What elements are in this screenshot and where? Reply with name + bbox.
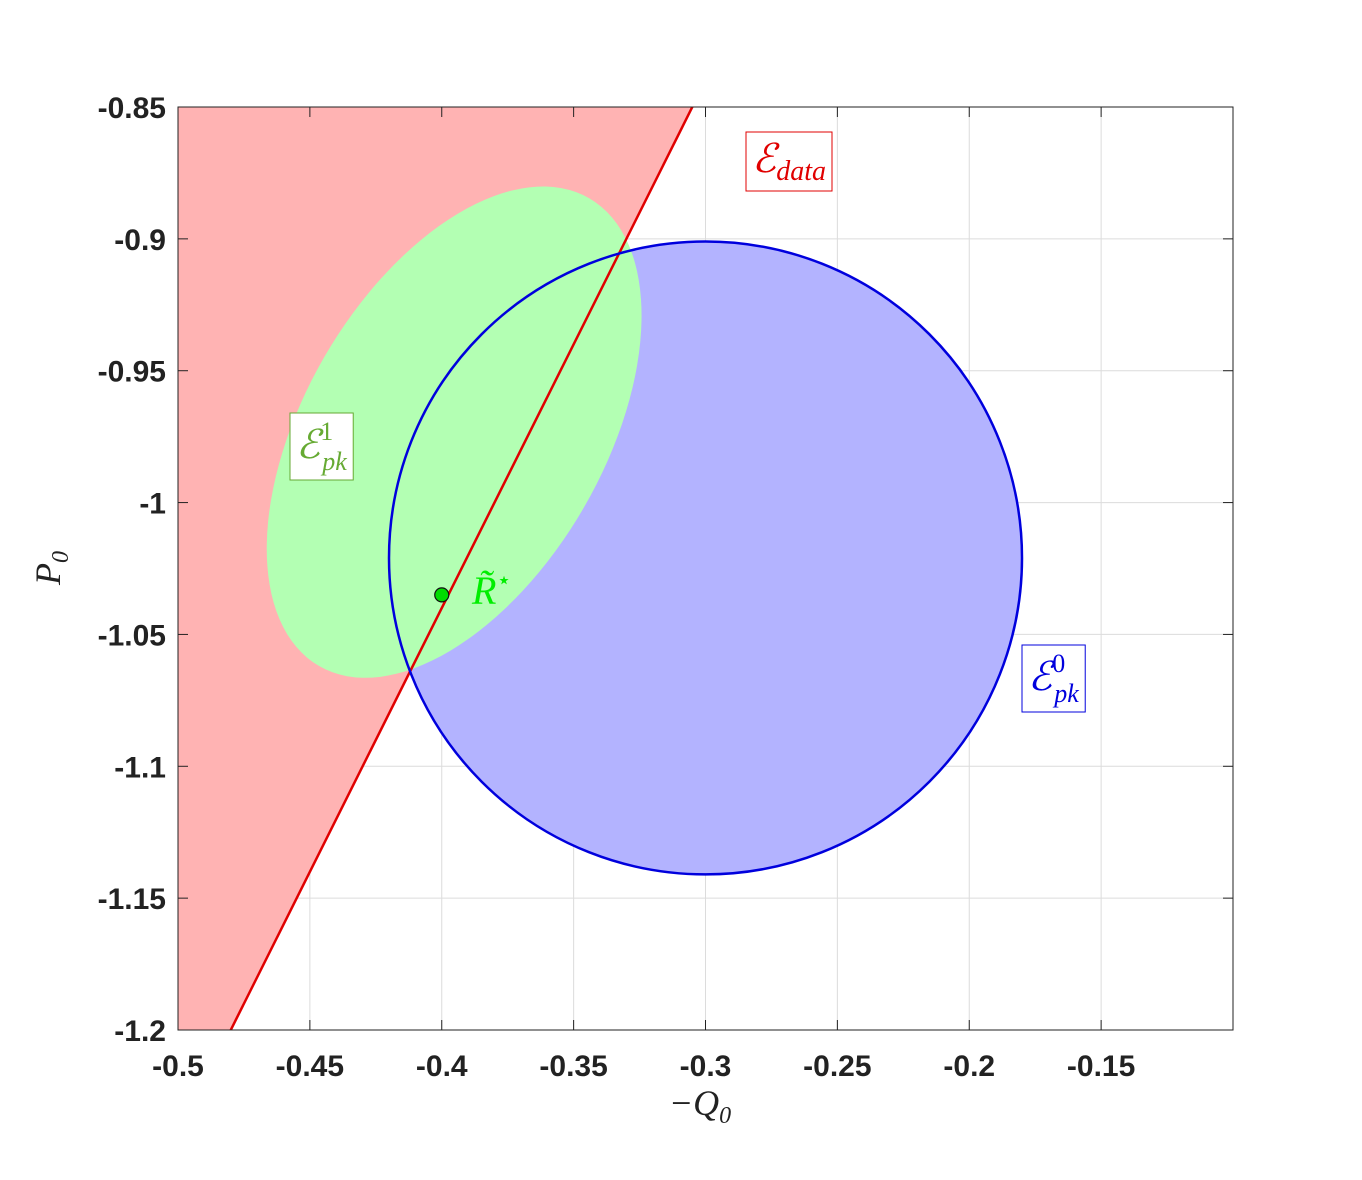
x-label-sub: 0 [719,1103,731,1129]
annotation-base: ℰ [296,422,324,467]
y-tick-label: -1.15 [98,883,166,916]
annotation-sup: 1 [320,417,333,446]
plot-area [178,107,1024,1030]
x-tick-label: -0.4 [416,1050,468,1083]
annotation-sub: pk [320,447,347,476]
boundary-line [229,107,694,1030]
y-tick-label: -1.1 [114,751,166,784]
annotation-base: R̃ [471,568,496,613]
x-tick-label: -0.25 [803,1050,871,1083]
annotation-sup: 0 [1052,649,1065,678]
x-tick-label: -0.15 [1067,1050,1135,1083]
annotation-sup: ⋆ [496,568,511,594]
annotation-sub: pk [1052,679,1079,708]
annotation-sub: data [776,156,826,187]
x-label-base: −Q [669,1083,719,1123]
annotation-box [289,412,354,481]
annotation-base: ℰ [752,136,780,181]
annotation-box [1021,644,1086,713]
x-tick-label: -0.2 [943,1050,995,1083]
x-tick-label: -0.3 [680,1050,732,1083]
annotation-base: ℰ [1028,654,1056,699]
y-tick-label: -0.95 [98,356,166,389]
y-axis-label: P0 [28,551,74,586]
x-tick-label: -0.45 [276,1050,344,1083]
y-tick-label: -0.85 [98,92,166,125]
y-tick-label: -0.9 [114,224,166,257]
y-tick-label: -1.2 [114,1015,166,1048]
annotation: R̃⋆ [471,568,511,613]
y-label-base: P [28,563,68,586]
y-label-sub: 0 [48,551,74,563]
annotation: ℰdata [752,136,826,187]
ticks: -0.5 -0.45 -0.4 -0.35 -0.3 -0.25 -0.2 -0.15 -1.2… [98,92,1233,1083]
x-tick-label: -0.5 [152,1050,204,1083]
y-tick-label: -1.05 [98,619,166,652]
annotation: ℰ0 pk [1028,649,1079,708]
ellipse-region [266,186,642,678]
x-axis-label: −Q0 [669,1083,731,1129]
annotation-box [745,131,833,192]
point [434,587,450,603]
y-tick-label: -1 [139,488,166,521]
annotation: ℰ1 pk [296,417,347,476]
circle-boundary [387,240,1024,876]
x-tick-label: -0.35 [539,1050,607,1083]
